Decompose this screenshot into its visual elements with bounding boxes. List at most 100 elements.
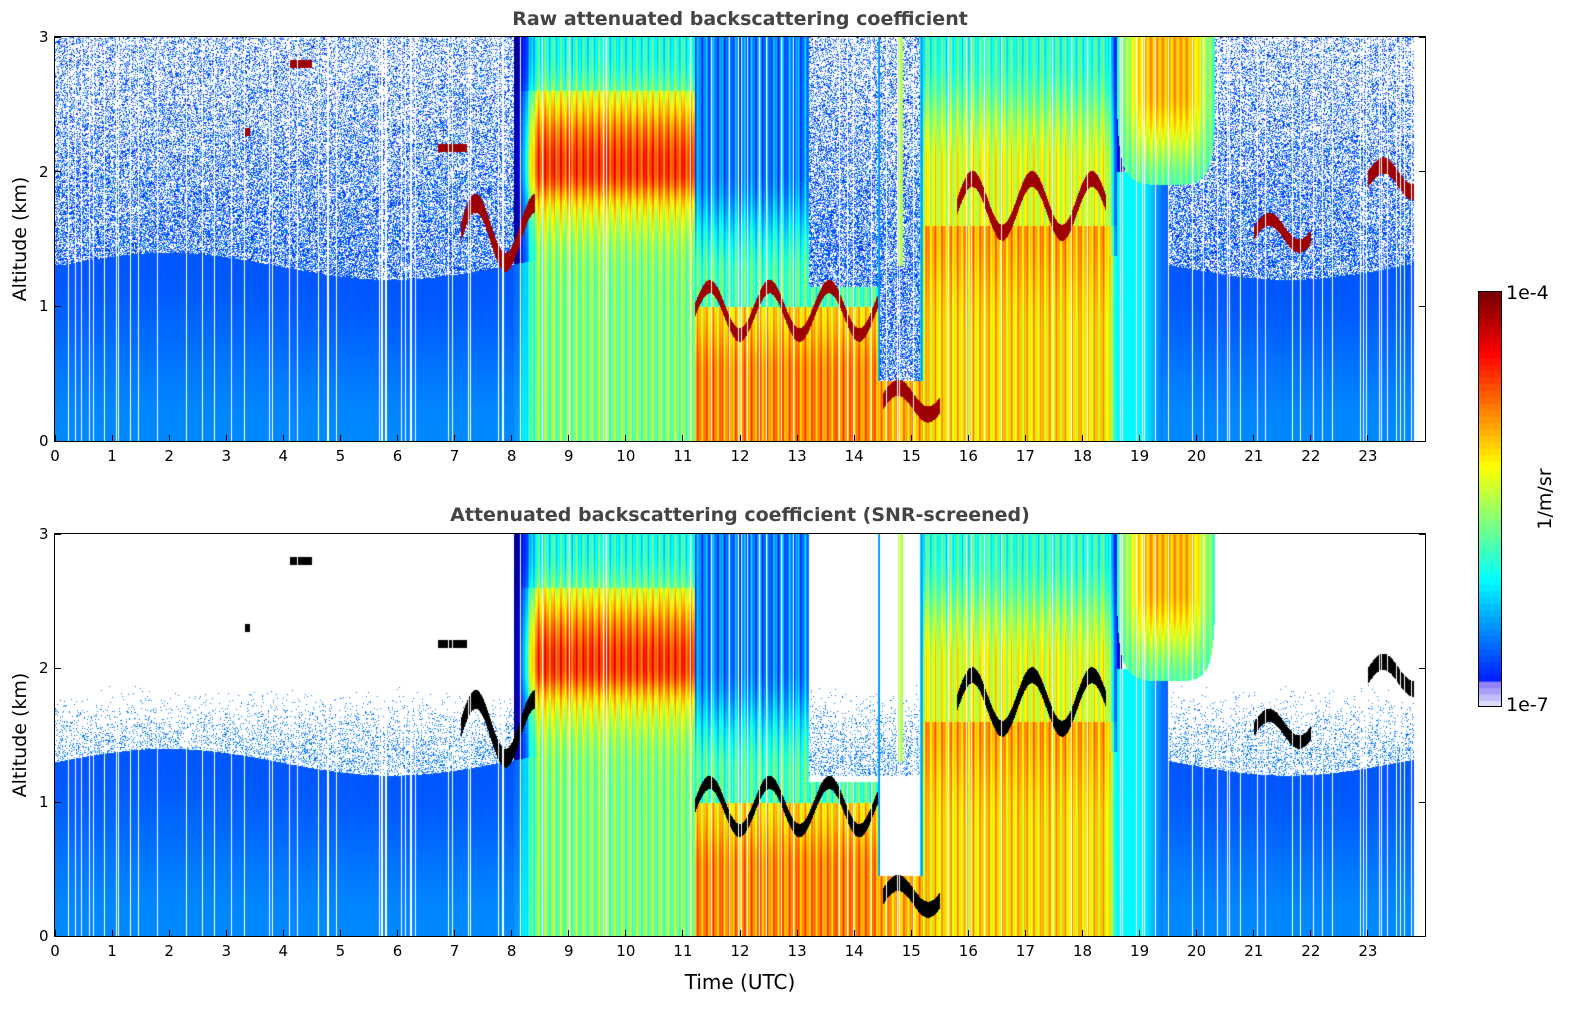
x-tick-label: 18 xyxy=(1072,447,1093,465)
x-tick-label: 7 xyxy=(449,447,460,465)
y-tick-mark xyxy=(55,440,61,442)
x-tick-mark xyxy=(910,930,912,936)
x-tick-mark xyxy=(1024,930,1026,936)
x-tick-mark xyxy=(397,435,398,441)
x-tick-mark xyxy=(282,930,284,936)
x-tick-label: 15 xyxy=(901,942,921,960)
x-tick-mark xyxy=(1024,435,1026,441)
x-tick-label: 8 xyxy=(506,447,517,465)
x-tick-label: 11 xyxy=(673,447,693,465)
x-tick-mark xyxy=(1367,930,1369,936)
x-tick-label: 21 xyxy=(1244,447,1264,465)
colorbar-max-label: 1e-4 xyxy=(1506,282,1549,304)
x-tick-label: 10 xyxy=(616,447,636,465)
x-tick-mark xyxy=(454,435,456,441)
x-tick-label: 12 xyxy=(730,447,750,465)
x-tick-mark xyxy=(682,435,684,441)
x-tick-label: 17 xyxy=(1015,942,1035,960)
x-tick-label: 17 xyxy=(1015,447,1035,465)
x-tick-label: 13 xyxy=(787,942,807,960)
y-tick-mark xyxy=(55,36,61,38)
x-tick-label: 22 xyxy=(1301,447,1321,465)
y-tick-mark xyxy=(55,533,61,535)
x-tick-label: 2 xyxy=(164,942,174,960)
y-tick-mark xyxy=(1419,533,1425,535)
x-tick-mark xyxy=(625,435,627,441)
y-axis-label-screened: Altitude (km) xyxy=(9,672,31,798)
x-tick-label: 8 xyxy=(506,942,517,960)
y-tick-mark xyxy=(1419,171,1425,173)
y-tick-label: 1 xyxy=(39,297,49,316)
x-tick-label: 16 xyxy=(958,447,978,465)
chart-title-screened: Attenuated backscattering coefficient (S… xyxy=(450,504,1030,526)
x-tick-label: 20 xyxy=(1187,447,1207,465)
y-tick-mark xyxy=(55,667,61,669)
y-tick-mark xyxy=(1419,667,1425,669)
x-tick-mark xyxy=(739,435,741,441)
x-tick-mark xyxy=(225,435,227,441)
x-tick-label: 12 xyxy=(730,942,750,960)
x-tick-label: 5 xyxy=(335,942,346,960)
x-tick-label: 14 xyxy=(844,942,864,960)
y-tick-mark xyxy=(1419,801,1425,803)
y-tick-mark xyxy=(1419,440,1425,442)
x-tick-mark xyxy=(397,930,398,936)
x-tick-mark xyxy=(1082,435,1083,441)
y-tick-mark xyxy=(1419,36,1425,38)
x-tick-label: 9 xyxy=(563,447,574,465)
x-tick-label: 14 xyxy=(844,447,864,465)
x-tick-mark xyxy=(1310,930,1312,936)
x-tick-label: 9 xyxy=(563,942,574,960)
colorbar-unit-label: 1/m/sr xyxy=(1534,468,1556,530)
x-tick-label: 2 xyxy=(164,447,174,465)
x-tick-mark xyxy=(1253,435,1255,441)
x-tick-mark xyxy=(111,930,113,936)
y-tick-mark xyxy=(1419,305,1425,307)
x-tick-mark xyxy=(1196,435,1198,441)
x-tick-label: 20 xyxy=(1187,942,1207,960)
x-tick-label: 1 xyxy=(107,447,117,465)
x-tick-mark xyxy=(853,435,855,441)
y-tick-label: 2 xyxy=(39,659,49,677)
chart-title-raw: Raw attenuated backscattering coefficien… xyxy=(512,8,968,30)
x-tick-label: 7 xyxy=(449,942,460,960)
y-tick-mark xyxy=(55,801,61,803)
x-tick-label: 16 xyxy=(958,942,978,960)
x-axis-label: Time (UTC) xyxy=(684,970,796,994)
x-tick-mark xyxy=(625,930,627,936)
y-tick-label: 0 xyxy=(39,432,49,450)
x-tick-mark xyxy=(967,435,969,441)
x-tick-mark xyxy=(54,435,56,441)
x-tick-label: 15 xyxy=(901,447,921,465)
x-tick-label: 5 xyxy=(335,447,346,465)
x-tick-label: 6 xyxy=(392,447,403,465)
x-tick-label: 11 xyxy=(673,942,693,960)
x-tick-mark xyxy=(511,930,513,936)
y-tick-mark xyxy=(55,171,61,173)
x-tick-label: 4 xyxy=(278,447,289,465)
x-tick-label: 3 xyxy=(221,942,232,960)
y-tick-label: 0 xyxy=(39,927,49,945)
x-tick-label: 21 xyxy=(1244,942,1264,960)
x-tick-mark xyxy=(1310,435,1312,441)
x-tick-mark xyxy=(1367,435,1369,441)
colorbar-gradient xyxy=(1479,292,1501,706)
x-tick-mark xyxy=(1139,435,1141,441)
x-tick-mark xyxy=(568,435,570,441)
x-tick-mark xyxy=(54,930,56,936)
x-tick-label: 3 xyxy=(221,447,232,465)
x-tick-mark xyxy=(339,930,341,936)
x-tick-mark xyxy=(796,435,798,441)
x-tick-label: 1 xyxy=(107,942,117,960)
x-tick-label: 0 xyxy=(50,447,60,465)
y-tick-label: 2 xyxy=(39,162,49,181)
x-tick-label: 23 xyxy=(1358,447,1378,465)
x-tick-mark xyxy=(739,930,741,936)
x-tick-label: 19 xyxy=(1130,942,1150,960)
x-tick-mark xyxy=(168,930,170,936)
x-tick-mark xyxy=(910,435,912,441)
y-tick-label: 1 xyxy=(39,793,49,811)
x-tick-label: 22 xyxy=(1301,942,1321,960)
x-tick-mark xyxy=(1253,930,1255,936)
heatmap-raw xyxy=(55,37,1425,441)
